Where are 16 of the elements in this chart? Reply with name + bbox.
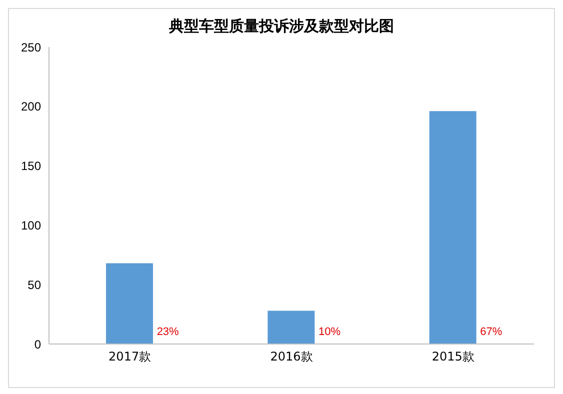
y-tick-label: 250: [20, 40, 42, 54]
annotation: 23%: [156, 326, 180, 338]
y-tick-label: 50: [28, 278, 42, 292]
bar: [429, 111, 476, 344]
y-tick-label: 0: [34, 337, 42, 352]
annotation: 10%: [318, 326, 341, 338]
x-tick-label: 2016款: [270, 350, 313, 364]
bar: [106, 263, 153, 344]
y-tick-label: 100: [20, 218, 42, 232]
x-tick-label: 2015款: [432, 350, 474, 364]
bar: [268, 310, 315, 344]
y-tick-label: 200: [20, 100, 42, 114]
x-tick-label: 2017款: [108, 350, 152, 364]
chart-title: 典型车型质量投诉涉及款型对比图: [168, 17, 395, 37]
annotation: 67%: [480, 326, 502, 338]
y-tick-label: 150: [20, 159, 42, 174]
